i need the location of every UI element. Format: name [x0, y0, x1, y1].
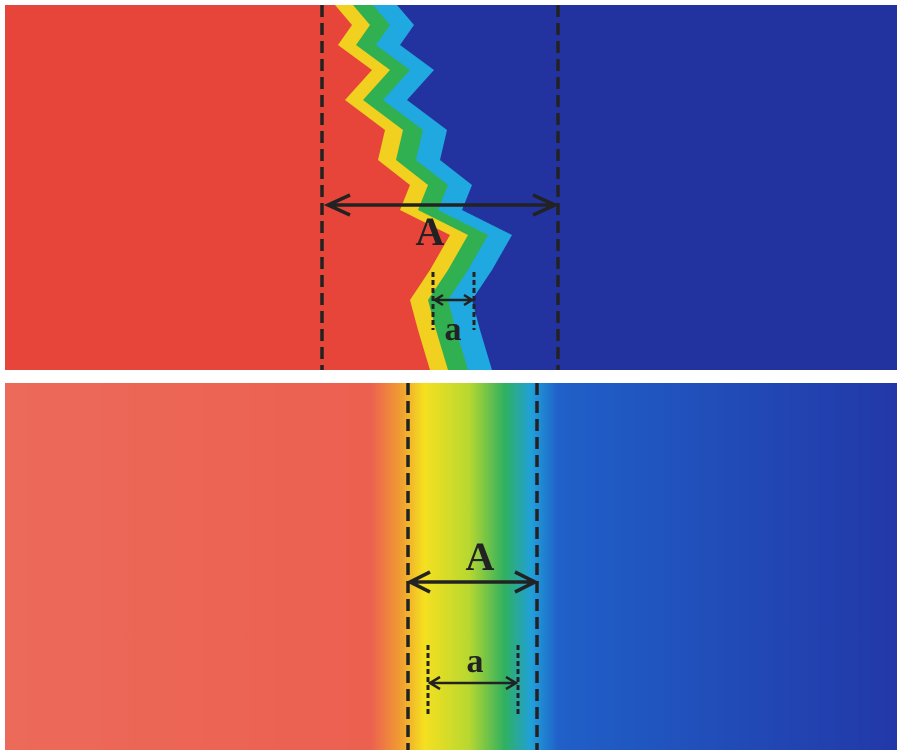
gradient-region — [5, 383, 897, 750]
small-arrow — [432, 293, 475, 307]
label-small: a — [467, 643, 484, 680]
small-arrow — [427, 675, 519, 691]
bottom-panel: A a — [5, 383, 897, 750]
label-large: A — [466, 534, 495, 579]
width-arrow — [406, 570, 539, 594]
label-small: a — [445, 311, 462, 348]
top-panel: A a — [5, 5, 897, 370]
front — [335, 5, 897, 370]
width-arrow — [323, 193, 560, 217]
label-large: A — [416, 209, 445, 254]
